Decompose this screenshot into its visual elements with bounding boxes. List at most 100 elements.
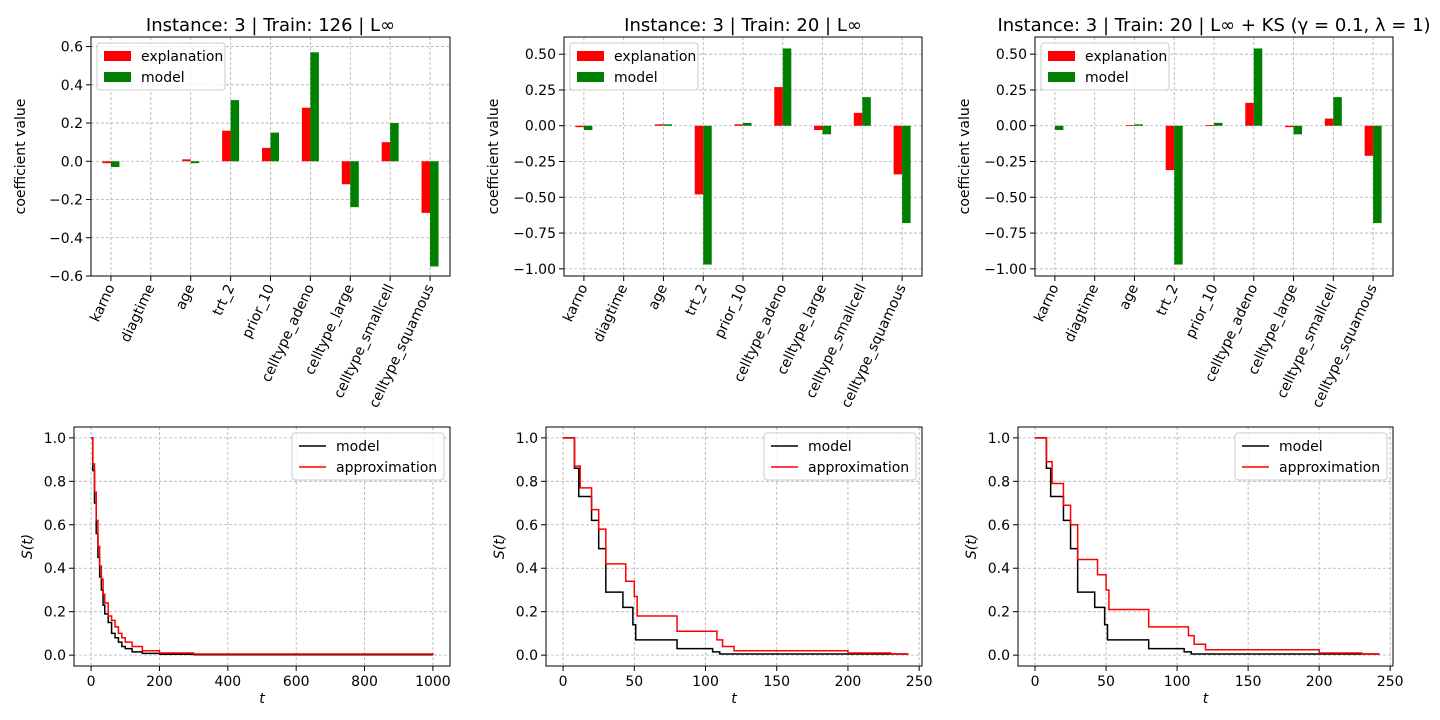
survival-chart-2: 0.0 0.2 0.4 0.6 0.8 1.0 0 50 100 150 200 250 t S(t) mo… bbox=[492, 426, 933, 707]
y-tick-label: −0.25 bbox=[984, 155, 1027, 171]
y-axis-label: coefficient value bbox=[13, 99, 29, 215]
x-tick-label: 250 bbox=[1377, 674, 1404, 690]
y-tick-label: 0.8 bbox=[516, 474, 538, 490]
y-tick-label: 0.4 bbox=[516, 561, 538, 577]
bar-explanation bbox=[222, 130, 231, 162]
x-tick-label: 1000 bbox=[415, 674, 451, 690]
x-tick-label: 150 bbox=[763, 674, 790, 690]
bar-explanation bbox=[381, 142, 391, 162]
bar-model bbox=[1333, 97, 1342, 126]
legend-label-approximation: approximation bbox=[808, 460, 909, 476]
y-tick-label: 0.4 bbox=[44, 561, 66, 577]
y-axis-label: S(t) bbox=[964, 534, 980, 559]
legend-label-model: model bbox=[336, 439, 380, 455]
bar-model bbox=[902, 125, 911, 224]
bar-model bbox=[350, 161, 359, 208]
legend: model approximation bbox=[1234, 432, 1388, 481]
legend-box bbox=[763, 432, 917, 481]
bar-explanation bbox=[1125, 125, 1135, 126]
bar-model bbox=[1214, 122, 1223, 126]
bar-explanation bbox=[421, 161, 431, 213]
x-tick-label: 0 bbox=[87, 674, 96, 690]
series-line-approximation bbox=[91, 437, 434, 655]
bar-explanation bbox=[1205, 125, 1214, 126]
y-tick-label: −0.4 bbox=[49, 231, 83, 247]
survival-chart-1: 0.0 0.2 0.4 0.6 0.8 1.0 0 200 400 600 800 1000 t S(t)… bbox=[20, 426, 451, 707]
bar-model bbox=[862, 97, 871, 126]
y-tick-label: 0.50 bbox=[996, 47, 1027, 63]
x-tick-label: 50 bbox=[625, 674, 643, 690]
y-tick-label: 0.6 bbox=[516, 518, 538, 534]
legend-label-model: model bbox=[1279, 439, 1323, 455]
x-tick-label: trt_2 bbox=[683, 282, 711, 318]
bar-model bbox=[310, 52, 319, 162]
plot-frame bbox=[73, 426, 451, 667]
x-tick-label: karno bbox=[87, 282, 118, 324]
series-line-model bbox=[563, 437, 909, 655]
y-tick-label: 0.8 bbox=[44, 474, 66, 490]
x-tick-label: 200 bbox=[1306, 674, 1333, 690]
bar-explanation bbox=[182, 159, 191, 162]
bar-explanation bbox=[1165, 125, 1175, 171]
chart-title: Instance: 3 | Train: 20 | L∞ bbox=[624, 15, 862, 36]
y-axis-label: S(t) bbox=[20, 534, 36, 559]
bar-explanation bbox=[1245, 102, 1254, 126]
x-tick-label: karno bbox=[560, 282, 591, 324]
plot-frame bbox=[545, 426, 923, 667]
x-tick-label: prior_10 bbox=[239, 282, 278, 341]
y-tick-label: 0.2 bbox=[988, 605, 1010, 621]
bar-model bbox=[270, 132, 279, 162]
y-tick-label: 0.4 bbox=[988, 561, 1010, 577]
legend-label-model: model bbox=[614, 70, 658, 86]
legend-swatch-explanation bbox=[577, 51, 604, 61]
x-axis-label: t bbox=[1203, 691, 1209, 707]
plot-frame bbox=[1017, 426, 1394, 667]
chart-title: Instance: 3 | Train: 126 | L∞ bbox=[146, 15, 395, 36]
legend-label-approximation: approximation bbox=[336, 460, 437, 476]
bar-model bbox=[1174, 125, 1183, 265]
y-axis-label: coefficient value bbox=[957, 99, 973, 215]
legend: explanation model bbox=[96, 42, 226, 91]
y-tick-label: 1.0 bbox=[516, 431, 538, 447]
y-tick-label: 0.2 bbox=[516, 605, 538, 621]
x-tick-label: trt_2 bbox=[210, 282, 238, 318]
legend: explanation model bbox=[1040, 42, 1170, 91]
y-tick-label: 0.25 bbox=[525, 83, 556, 99]
x-axis-label: t bbox=[259, 691, 265, 707]
series-line-approximation bbox=[1035, 437, 1380, 655]
bar-model bbox=[110, 161, 120, 168]
bar-explanation bbox=[694, 125, 704, 195]
bar-explanation bbox=[853, 112, 863, 126]
y-tick-label: 0.0 bbox=[988, 648, 1010, 664]
bar-explanation bbox=[1285, 125, 1294, 128]
bar-explanation bbox=[262, 147, 271, 162]
bar-chart-1: −0.6 −0.4 −0.2 0.0 0.2 0.4 0.6 karno diagtime age… bbox=[13, 15, 451, 410]
legend: model approximation bbox=[291, 432, 445, 481]
bar-explanation bbox=[575, 125, 584, 128]
legend-swatch-model bbox=[1048, 72, 1075, 82]
x-tick-label: 100 bbox=[1164, 674, 1191, 690]
y-tick-label: −1.00 bbox=[984, 262, 1027, 278]
legend-swatch-explanation bbox=[104, 51, 131, 61]
bar-chart-2: −1.00 −0.75 −0.50 −0.25 0.00 0.25 0.50 karno dia… bbox=[486, 15, 923, 410]
y-tick-label: 0.6 bbox=[44, 518, 66, 534]
y-tick-label: −0.50 bbox=[984, 190, 1027, 206]
x-tick-label: 150 bbox=[1235, 674, 1262, 690]
bar-model bbox=[822, 125, 832, 135]
x-tick-label: trt_2 bbox=[1154, 282, 1182, 318]
legend-label-explanation: explanation bbox=[141, 49, 223, 65]
bar-model bbox=[1134, 124, 1143, 126]
y-tick-label: 0.0 bbox=[44, 648, 66, 664]
series-line-model bbox=[91, 437, 434, 656]
y-tick-label: 1.0 bbox=[44, 431, 66, 447]
y-tick-label: 0.25 bbox=[996, 83, 1027, 99]
survival-chart-3: 0.0 0.2 0.4 0.6 0.8 1.0 0 50 100 150 200 250 t S(t) mo… bbox=[964, 426, 1404, 707]
chart-title: Instance: 3 | Train: 20 | L∞ + KS (γ = 0… bbox=[997, 15, 1430, 36]
x-tick-label: 100 bbox=[692, 674, 719, 690]
bar-model bbox=[390, 123, 399, 162]
bar-explanation bbox=[1364, 125, 1374, 156]
bar-explanation bbox=[654, 124, 664, 126]
y-tick-label: 0.2 bbox=[44, 605, 66, 621]
bar-model bbox=[1253, 48, 1263, 126]
